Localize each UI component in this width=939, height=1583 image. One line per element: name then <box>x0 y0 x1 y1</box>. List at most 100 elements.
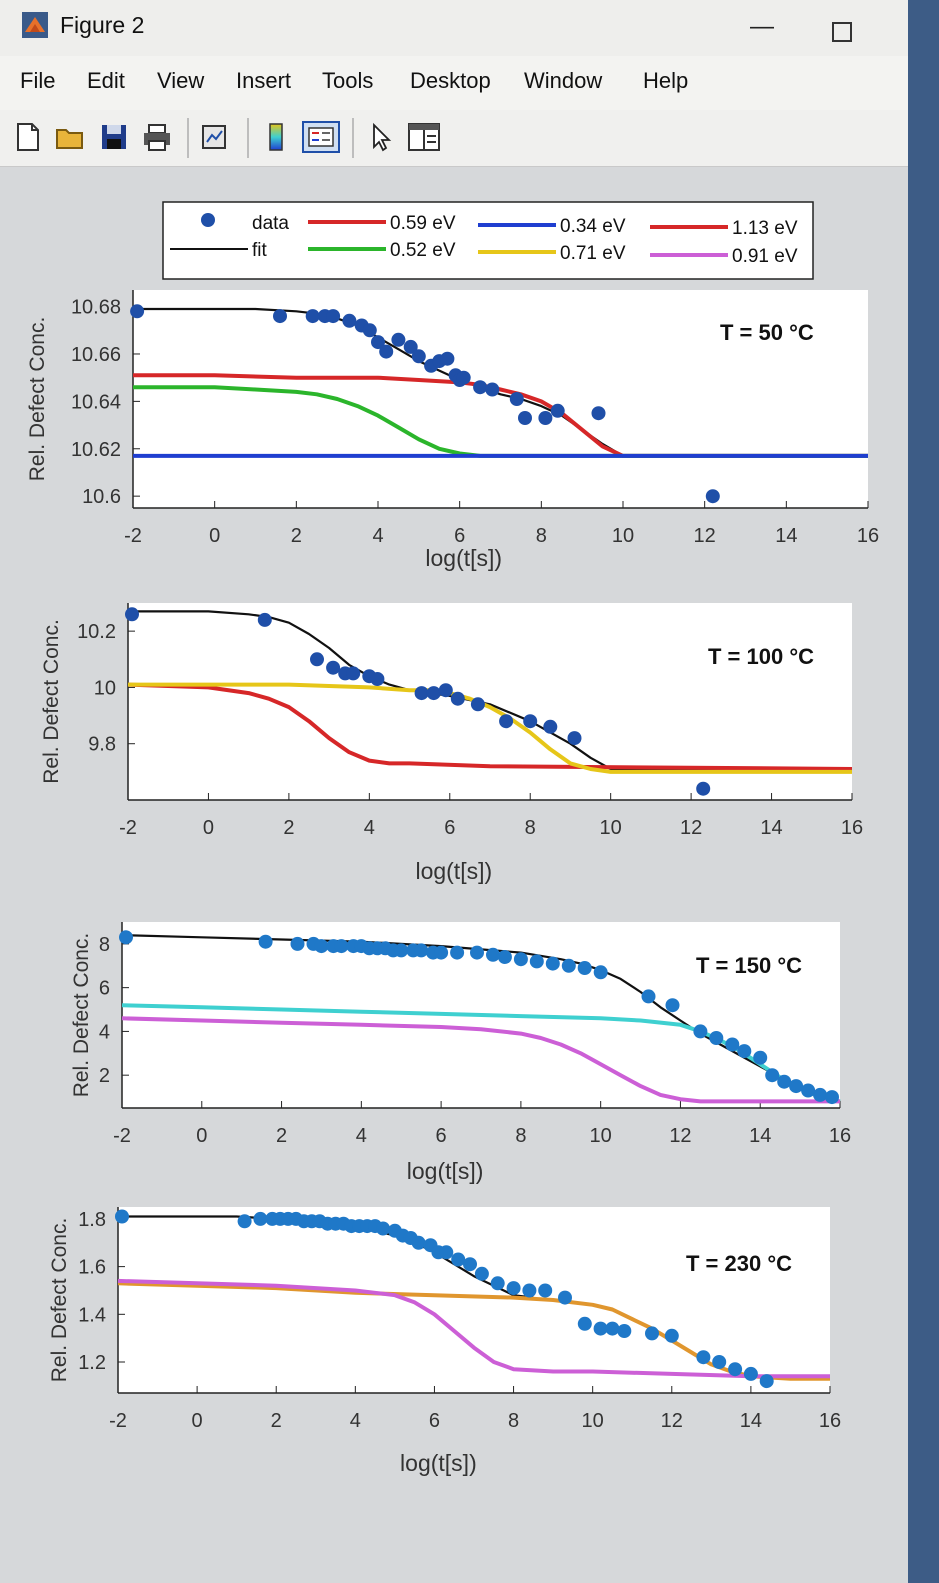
x-tick-label: 4 <box>372 525 383 547</box>
x-tick-label: 10 <box>612 525 634 547</box>
data-point <box>376 1221 390 1236</box>
x-tick-label: 2 <box>283 817 294 839</box>
data-point <box>693 1024 708 1039</box>
y-tick-label: 1.6 <box>78 1257 106 1279</box>
y-tick-label: 1.8 <box>78 1209 106 1231</box>
toolbar-separator <box>187 118 189 158</box>
data-point <box>394 943 409 958</box>
toolbar <box>0 110 939 167</box>
x-tick-label: 2 <box>291 525 302 547</box>
x-tick-label: 6 <box>444 817 455 839</box>
data-point <box>362 323 377 338</box>
menu-desktop[interactable]: Desktop <box>410 68 491 93</box>
minimize-button[interactable]: — <box>750 13 774 40</box>
data-point <box>709 1031 724 1045</box>
link-plot-icon[interactable] <box>198 120 230 154</box>
menu-help[interactable]: Help <box>643 68 689 93</box>
matlab-figure-icon <box>22 12 48 38</box>
x-tick-label: 12 <box>680 817 702 839</box>
maximize-button[interactable] <box>832 22 852 42</box>
x-tick-label: 14 <box>749 1125 771 1147</box>
data-point <box>258 934 273 949</box>
data-point <box>617 1324 632 1338</box>
data-point <box>538 1283 553 1298</box>
new-figure-icon[interactable] <box>12 120 44 154</box>
curve-0-91-eV <box>121 1016 840 1104</box>
data-point <box>509 392 524 406</box>
data-point <box>506 1281 521 1296</box>
open-file-icon[interactable] <box>54 120 86 154</box>
print-icon[interactable] <box>141 120 173 154</box>
data-point <box>486 947 500 962</box>
x-tick-label: 12 <box>669 1125 691 1147</box>
data-point <box>577 1316 592 1331</box>
data-point <box>543 719 558 734</box>
data-point <box>463 1257 477 1272</box>
menu-tools[interactable]: Tools <box>322 68 374 93</box>
x-axis-label: log(t[s]) <box>415 858 492 884</box>
data-point <box>665 998 680 1013</box>
data-point <box>426 686 441 701</box>
data-point <box>777 1074 792 1089</box>
legend-label: 0.91 eV <box>732 246 798 267</box>
save-icon[interactable] <box>98 120 130 154</box>
subplot-4: -2 0 2 4 6 8 10 12 14 16 1.2 1.4 1.6 1.8 T = 230 °C log… <box>48 1207 841 1476</box>
y-tick-label: 1.4 <box>78 1304 106 1326</box>
data-point <box>728 1362 743 1377</box>
x-tick-label: 6 <box>454 525 465 547</box>
data-point <box>705 489 720 504</box>
y-axis-label: Rel. Defect Conc. <box>40 619 63 784</box>
data-point <box>253 1211 268 1226</box>
data-point <box>346 666 361 681</box>
data-point <box>391 332 406 347</box>
data-point <box>825 1090 839 1105</box>
y-axis-label: Rel. Defect Conc. <box>26 317 49 482</box>
x-tick-label: 4 <box>356 1125 367 1147</box>
data-point <box>753 1050 768 1065</box>
legend: data fit 0.59 eV 0.52 eV 0.34 eV 0.71 eV 1.13 … <box>162 201 814 280</box>
x-tick-label: -2 <box>113 1125 131 1147</box>
data-point <box>591 406 606 421</box>
legend-icon[interactable] <box>301 120 341 154</box>
y-tick-label: 1.2 <box>78 1352 106 1374</box>
y-tick-label: 8 <box>99 934 110 956</box>
data-point <box>577 961 592 975</box>
data-point <box>497 950 512 964</box>
data-point <box>414 943 429 958</box>
x-tick-label: 6 <box>436 1125 447 1147</box>
colorbar-icon[interactable] <box>260 120 292 154</box>
x-tick-label: -2 <box>109 1410 127 1432</box>
y-tick-label: 4 <box>99 1021 110 1043</box>
menu-edit[interactable]: Edit <box>87 68 125 93</box>
data-point <box>414 686 429 701</box>
data-point <box>440 351 455 366</box>
pointer-arrow-icon[interactable] <box>365 120 397 154</box>
data-point <box>130 304 145 319</box>
data-point <box>326 660 341 675</box>
menu-file[interactable]: File <box>20 68 56 93</box>
data-point <box>257 612 272 627</box>
data-point <box>310 652 324 667</box>
y-tick-label: 10.6 <box>82 486 121 508</box>
x-tick-label: -2 <box>124 525 142 547</box>
data-point <box>290 936 305 951</box>
menu-view[interactable]: View <box>157 68 205 93</box>
menu-window[interactable]: Window <box>524 68 603 93</box>
y-tick-label: 10.2 <box>77 621 116 643</box>
legend-label: 0.34 eV <box>560 216 626 237</box>
legend-label: 1.13 eV <box>732 218 798 239</box>
data-point <box>664 1328 679 1343</box>
data-point <box>499 714 514 729</box>
y-tick-label: 10 <box>94 677 116 699</box>
data-point <box>558 1290 572 1305</box>
property-editor-icon[interactable] <box>406 120 442 154</box>
subplot-2: -2 0 2 4 6 8 10 12 14 16 9.8 10 10.2 T = 100 °C log(t[… <box>40 603 863 884</box>
data-point <box>545 956 560 971</box>
data-point <box>326 309 341 324</box>
x-tick-label: 4 <box>350 1410 361 1432</box>
data-point <box>801 1083 816 1098</box>
data-point <box>737 1044 752 1059</box>
y-axis-label: Rel. Defect Conc. <box>48 1218 71 1383</box>
menu-insert[interactable]: Insert <box>236 68 292 93</box>
data-point <box>765 1068 780 1083</box>
